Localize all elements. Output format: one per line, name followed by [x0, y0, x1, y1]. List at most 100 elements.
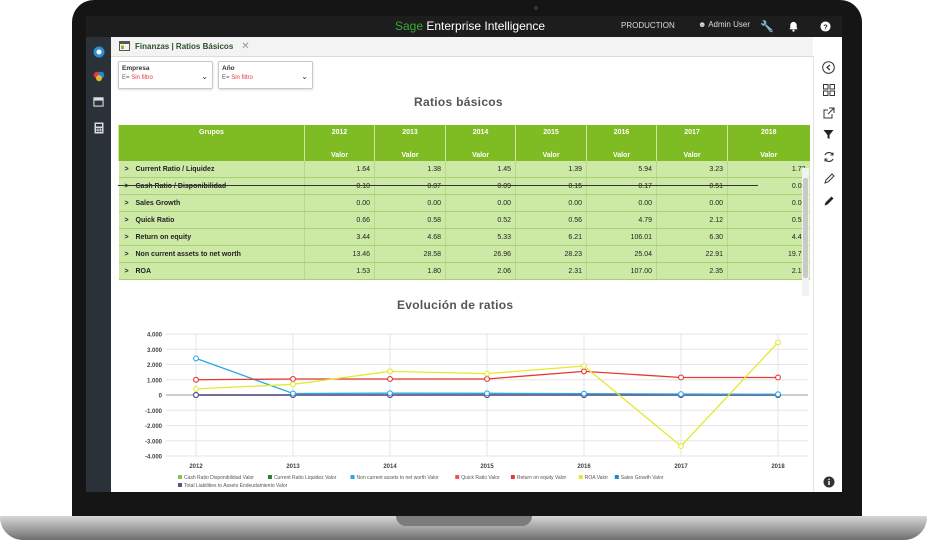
analytics-icon[interactable]: [92, 69, 105, 82]
data-point: [484, 370, 490, 377]
table-row[interactable]: > Return on equity 3.44 4.68 5.33 6.21 106.01 6…: [118, 228, 810, 246]
legend-swatch: [510, 475, 515, 479]
home-icon[interactable]: [92, 45, 105, 58]
top-bar: Sage Enterprise Intelligence PRODUCTION …: [86, 16, 842, 37]
y-tick-label: -2.000: [145, 424, 163, 430]
row-label[interactable]: > Quick Ratio: [118, 211, 305, 229]
chevron-right-icon[interactable]: >: [124, 216, 129, 224]
scrollbar-thumb[interactable]: [803, 178, 808, 278]
tab-finanzas[interactable]: Finanzas | Ratios Básicos ✕: [119, 39, 250, 54]
cell-value: 0.58: [374, 211, 446, 229]
chevron-right-icon[interactable]: >: [124, 182, 129, 190]
chevron-down-icon: ⌄: [201, 72, 208, 81]
year-header: 2014: [445, 125, 516, 139]
cell-value: 28.58: [374, 245, 446, 263]
row-label[interactable]: > Non current assets to net worth: [118, 245, 305, 263]
camera: [534, 6, 538, 10]
x-tick-label: 2012: [189, 464, 203, 470]
right-toolbar: [813, 56, 842, 492]
table-row[interactable]: > Quick Ratio 0.66 0.58 0.52 0.56 4.79 2.12 0.59: [118, 211, 810, 229]
chevron-down-icon: ⌄: [301, 72, 308, 81]
empresa-filter[interactable]: Empresa E= Sin filtro ⌄: [118, 61, 213, 89]
cell-value: 1.72: [727, 161, 810, 178]
chevron-right-icon[interactable]: >: [124, 233, 129, 241]
user-menu[interactable]: ☻ Admin User: [698, 20, 750, 29]
cell-value: 2.12: [656, 211, 728, 229]
cell-value: 0.00: [656, 194, 728, 212]
refresh-icon[interactable]: [821, 149, 836, 164]
pen-icon[interactable]: [821, 193, 836, 208]
legend-label: Non current assets to net worth Valor: [357, 475, 440, 481]
table-row[interactable]: > ROA 1.53 1.80 2.06 2.31 107.00 2.35 2.10: [118, 262, 810, 280]
table-row[interactable]: > Cash Ratio / Disponibilidad 0.10 0.07 0.09…: [118, 177, 810, 195]
group-header: Grupos: [118, 125, 305, 139]
table-row[interactable]: > Non current assets to net worth 13.46 28.…: [118, 245, 810, 263]
cell-value: 0.00: [727, 177, 810, 195]
cell-value: 0.56: [515, 211, 587, 229]
cell-value: 3.44: [304, 228, 375, 246]
table-title: Ratios básicos: [414, 95, 503, 109]
chevron-right-icon[interactable]: >: [124, 267, 129, 275]
legend-label: Quick Ratio Valor: [461, 475, 500, 481]
cell-value: 106.01: [586, 228, 657, 246]
table-scrollbar[interactable]: [802, 168, 809, 296]
help-icon[interactable]: ?: [818, 19, 832, 33]
row-label[interactable]: > Cash Ratio / Disponibilidad: [118, 177, 305, 195]
bell-icon[interactable]: [786, 19, 800, 33]
data-point: [387, 368, 393, 375]
user-name: Admin User: [708, 20, 750, 29]
user-icon: ☻: [698, 20, 707, 29]
data-point: [290, 376, 296, 382]
grid-icon[interactable]: [821, 82, 836, 97]
x-tick-label: 2018: [771, 464, 785, 470]
calculator-icon[interactable]: [92, 121, 105, 134]
legend-swatch: [267, 475, 272, 479]
cell-value: 3.23: [656, 161, 728, 178]
measure-header: Valor: [304, 149, 375, 161]
legend-swatch: [578, 475, 583, 479]
legend-swatch: [455, 475, 460, 479]
svg-text:?: ?: [823, 22, 828, 31]
cell-value: 0.15: [515, 177, 587, 195]
cell-value: 4.68: [374, 228, 446, 246]
laptop-notch: [396, 516, 532, 526]
cell-value: 1.64: [304, 161, 375, 178]
y-tick-label: 3.000: [147, 348, 163, 354]
row-label[interactable]: > ROA: [118, 262, 305, 280]
chevron-right-icon[interactable]: >: [124, 199, 129, 207]
y-tick-label: 1.000: [147, 378, 163, 384]
export-icon[interactable]: [821, 105, 836, 120]
cell-value: 1.38: [374, 161, 446, 178]
y-tick-label: 2.000: [147, 363, 163, 369]
data-point: [581, 363, 587, 369]
back-icon[interactable]: [821, 60, 836, 75]
row-label[interactable]: > Sales Growth: [118, 194, 305, 212]
row-label[interactable]: > Return on equity: [118, 228, 305, 246]
edit-icon[interactable]: [821, 171, 836, 186]
cell-value: 0.00: [586, 194, 657, 212]
row-label[interactable]: > Current Ratio / Liquidez: [118, 161, 305, 178]
chevron-right-icon[interactable]: >: [124, 165, 129, 173]
table-row[interactable]: > Current Ratio / Liquidez 1.64 1.38 1.45 1.3…: [118, 161, 810, 178]
row-name: Cash Ratio / Disponibilidad: [135, 182, 227, 190]
cell-value: 2.06: [445, 262, 516, 280]
chevron-right-icon[interactable]: >: [124, 250, 129, 258]
table-row[interactable]: > Sales Growth 0.00 0.00 0.00 0.00 0.00 0.00 0.0…: [118, 194, 810, 212]
calendar-icon[interactable]: [92, 95, 105, 108]
cell-value: 4.79: [586, 211, 657, 229]
filter-value: E= Sin filtro: [222, 75, 253, 81]
close-icon[interactable]: ✕: [241, 41, 250, 52]
cell-value: 4.49: [727, 228, 810, 246]
left-nav: [86, 37, 111, 492]
app-screen: Sage Enterprise Intelligence PRODUCTION …: [86, 16, 842, 492]
data-point: [290, 381, 296, 388]
filter-icon[interactable]: [821, 127, 836, 142]
row-name: Non current assets to net worth: [135, 250, 241, 258]
cell-value: 0.00: [374, 194, 446, 212]
cell-value: 0.59: [727, 211, 810, 229]
info-icon[interactable]: [821, 474, 836, 489]
ratios-table: Grupos 2012 2013 2014 2015 2016 2017 201…: [118, 125, 810, 280]
wrench-icon[interactable]: 🔧: [760, 20, 774, 33]
cell-value: 2.31: [515, 262, 587, 280]
ano-filter[interactable]: Año E= Sin filtro ⌄: [218, 61, 313, 89]
